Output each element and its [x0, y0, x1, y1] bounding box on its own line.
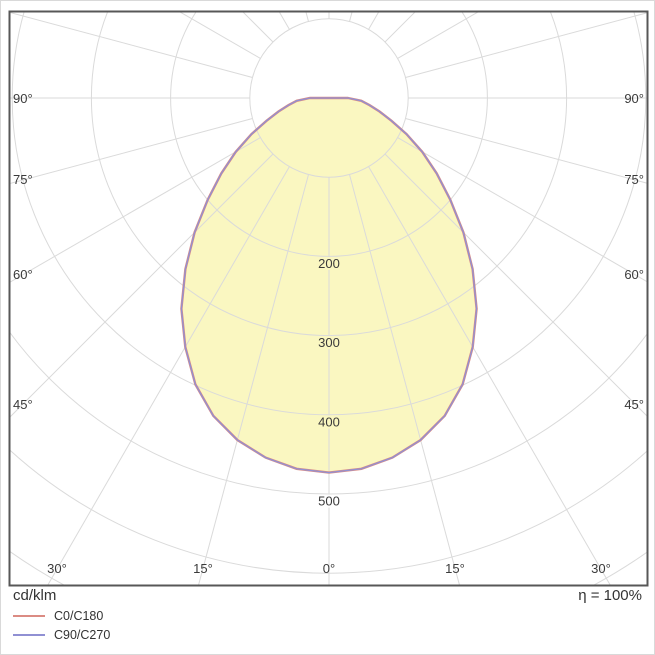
angle-tick-label-45: 45°	[624, 397, 644, 412]
angle-tick-label-75: 75°	[624, 172, 644, 187]
c90-c270-line-swatch	[13, 634, 45, 636]
unit-label: cd/klm	[13, 587, 57, 604]
c0-c180-line-swatch	[13, 615, 45, 617]
angle-tick-label-90: 90°	[624, 91, 644, 106]
radial-tick-label: 300	[318, 335, 340, 350]
legend-label-c90-c270: C90/C270	[54, 628, 111, 642]
angle-tick-label-15: 15°	[445, 561, 465, 576]
legend-item-c0-c180: C0/C180	[13, 609, 110, 623]
legend: C0/C180 C90/C270	[13, 609, 110, 642]
chart-labels: 200 300 400 500 0° 15° 15° 30° 30° 45° 45° 60° 60° 75…	[13, 91, 644, 576]
curve-c90-c270	[180, 97, 478, 474]
angle-tick-label-30: 30°	[47, 561, 67, 576]
legend-label-c0-c180: C0/C180	[54, 609, 104, 623]
angle-tick-label-75: 75°	[13, 172, 33, 187]
radial-tick-label: 200	[318, 256, 340, 271]
radial-tick-label: 400	[318, 414, 340, 429]
angle-tick-label-60: 60°	[624, 267, 644, 282]
radial-tick-label: 500	[318, 494, 340, 509]
angle-tick-label-60: 60°	[13, 267, 33, 282]
angle-tick-label-15: 15°	[193, 561, 213, 576]
chart-border	[8, 10, 649, 587]
legend-item-c90-c270: C90/C270	[13, 628, 110, 642]
angle-tick-label-30: 30°	[591, 561, 611, 576]
angle-tick-label-45: 45°	[13, 397, 33, 412]
efficiency-label: η = 100%	[578, 587, 642, 604]
angle-tick-label-90: 90°	[13, 91, 33, 106]
angle-tick-label-0: 0°	[323, 561, 335, 576]
